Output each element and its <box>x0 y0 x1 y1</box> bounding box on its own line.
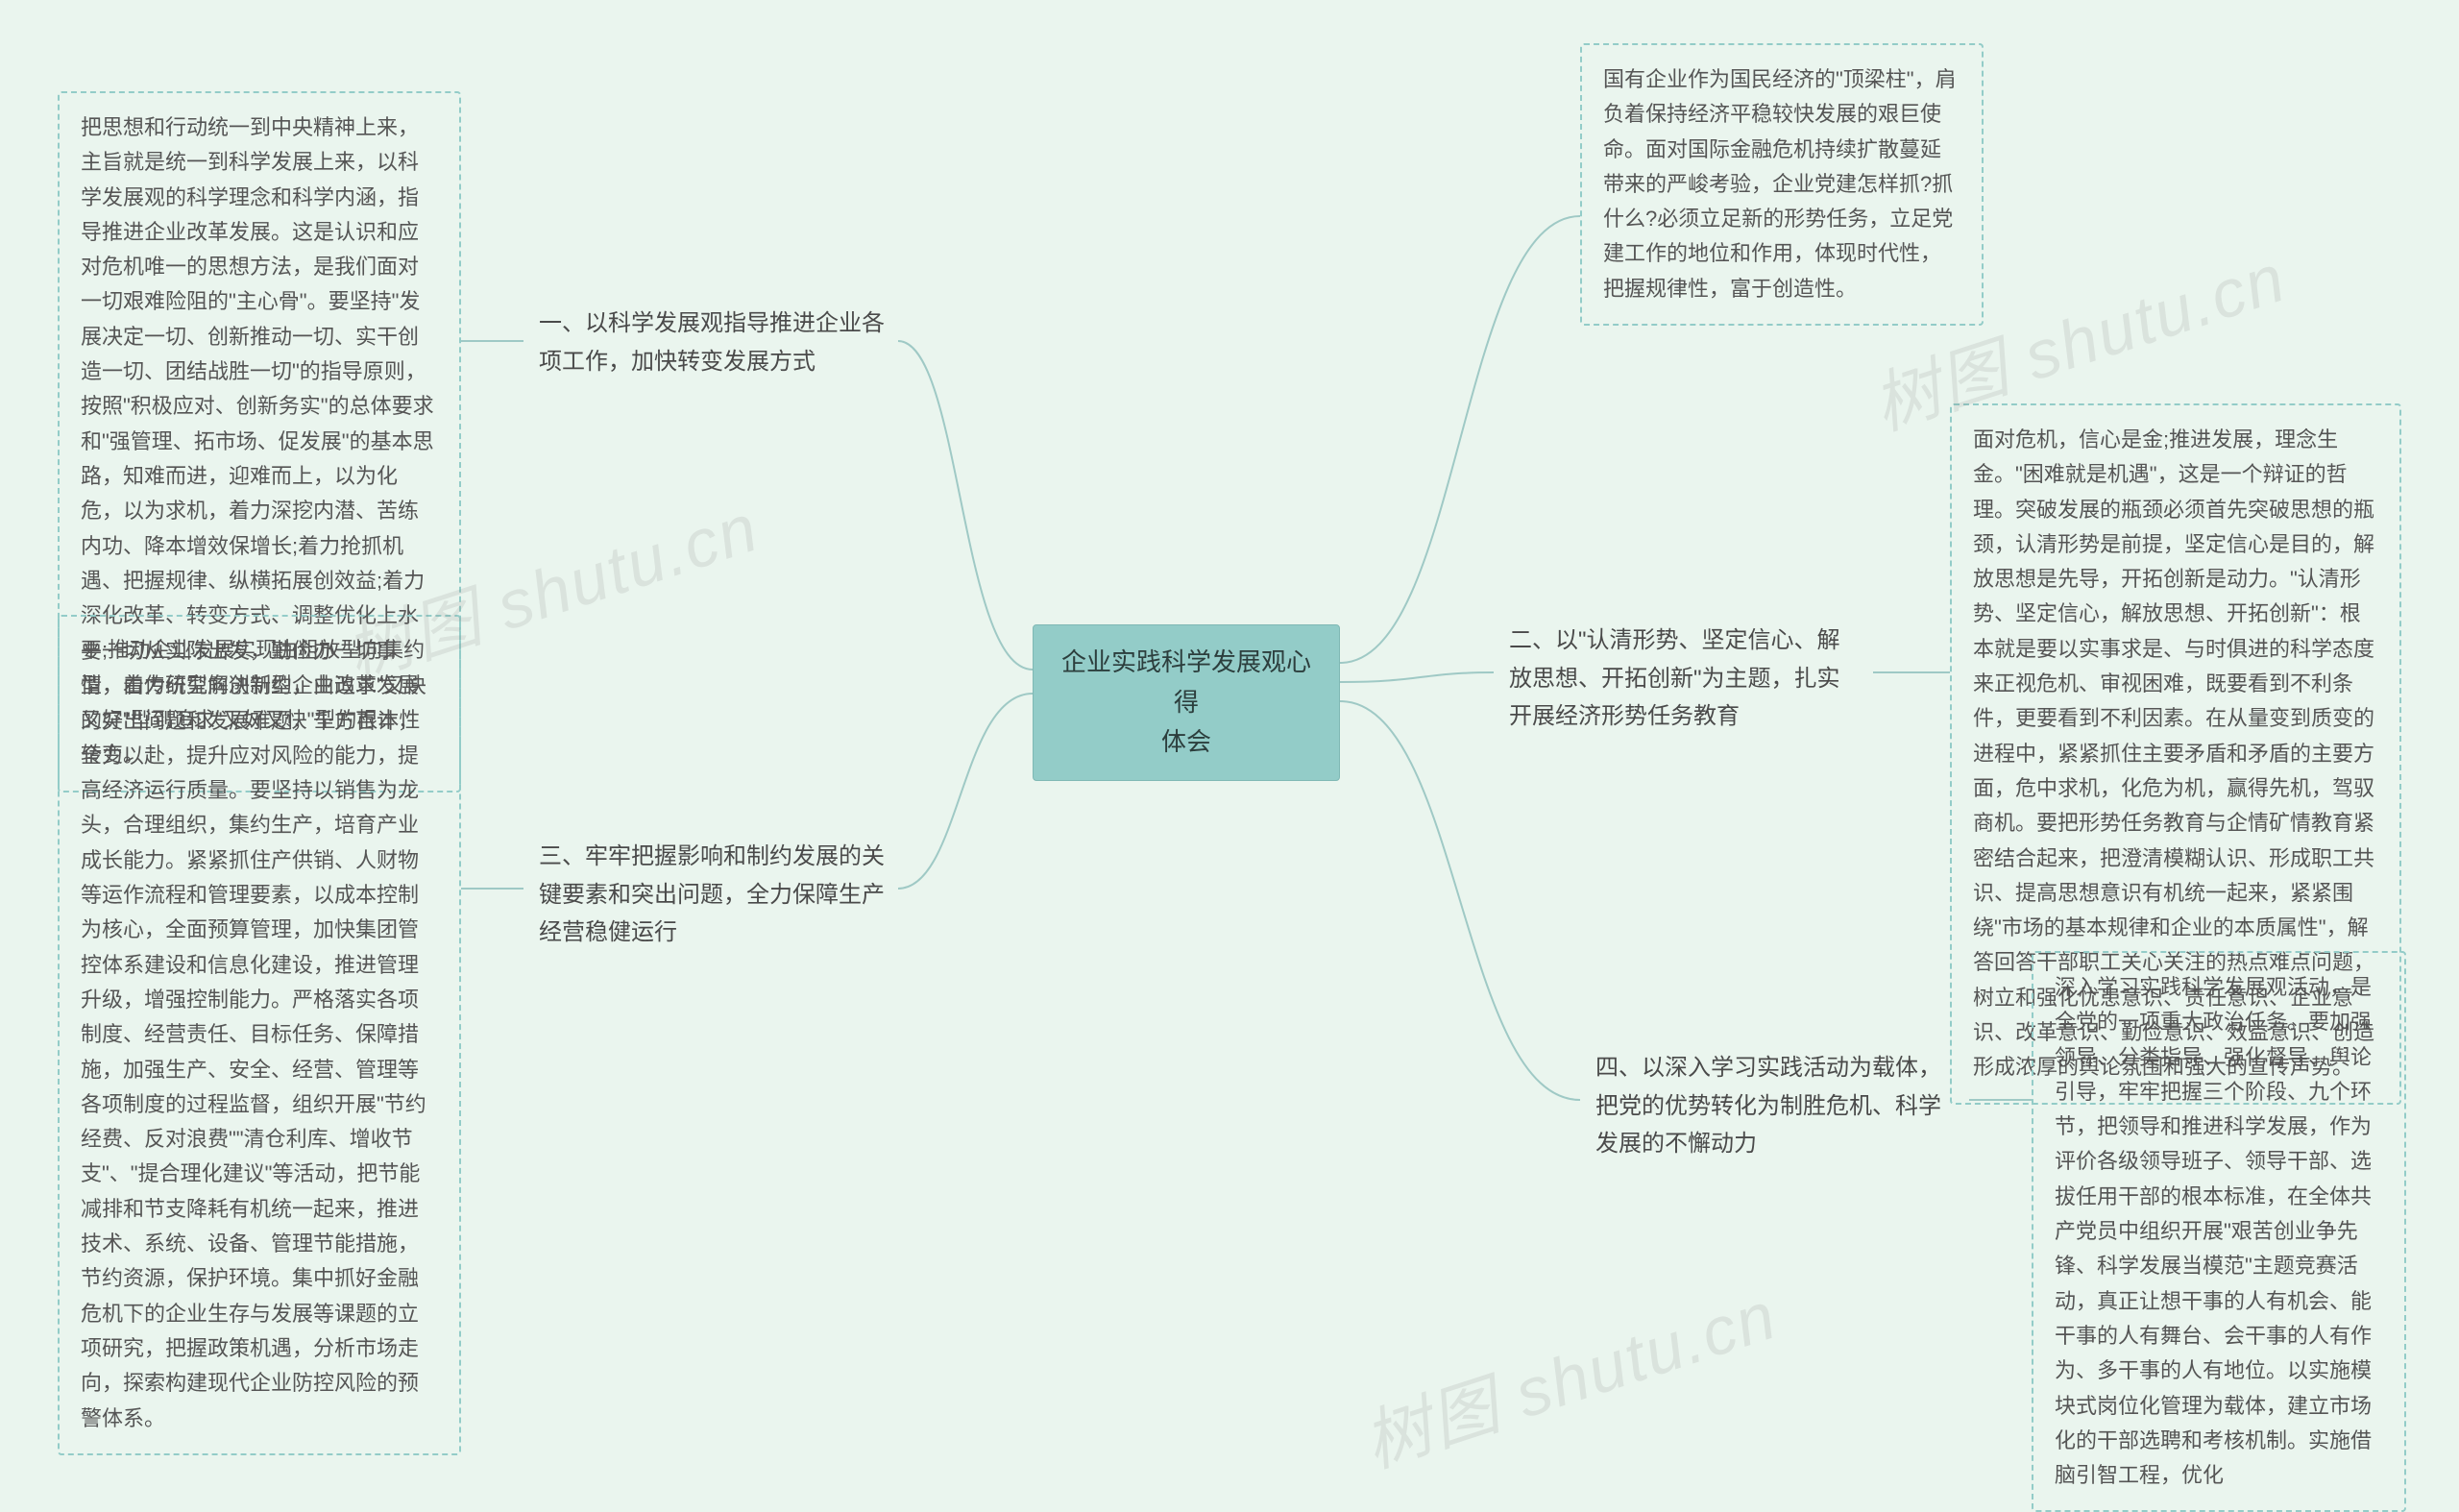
branch-left-3: 三、牢牢把握影响和制约发展的关键要素和突出问题，全力保障生产经营稳健运行 <box>523 826 903 963</box>
branch-left-1: 一、以科学发展观指导推进企业各项工作，加快转变发展方式 <box>523 293 903 392</box>
mindmap-canvas: 企业实践科学发展观心得 体会 一、以科学发展观指导推进企业各项工作，加快转变发展… <box>0 0 2459 1350</box>
detail-left-3: 要一切从实际出发，勤俭办一切事情，着力研究解决制约企业改革发展的突出问题和发展难… <box>58 615 461 1455</box>
detail-right-4-text: 深入学习实践科学发展观活动，是全党的一项重大政治任务。要加强领导、分类指导、强化… <box>2055 975 2372 1487</box>
branch-right-2-label: 二、以"认清形势、坚定信心、解放思想、开拓创新"为主题，扎实开展经济形势任务教育 <box>1509 627 1840 729</box>
branch-left-1-label: 一、以科学发展观指导推进企业各项工作，加快转变发展方式 <box>539 310 885 375</box>
branch-left-3-label: 三、牢牢把握影响和制约发展的关键要素和突出问题，全力保障生产经营稳健运行 <box>539 843 885 945</box>
branch-right-4-label: 四、以深入学习实践活动为载体，把党的优势转化为制胜危机、科学发展的不懈动力 <box>1595 1055 1941 1157</box>
center-title-line1: 企业实践科学发展观心得 <box>1061 647 1311 717</box>
branch-right-2: 二、以"认清形势、坚定信心、解放思想、开拓创新"为主题，扎实开展经济形势任务教育 <box>1494 610 1873 747</box>
center-title-line2: 体会 <box>1161 727 1211 756</box>
detail-right-4: 深入学习实践科学发展观活动，是全党的一项重大政治任务。要加强领导、分类指导、强化… <box>2032 951 2406 1512</box>
branch-right-4: 四、以深入学习实践活动为载体，把党的优势转化为制胜危机、科学发展的不懈动力 <box>1580 1037 1969 1175</box>
detail-right-top-text: 国有企业作为国民经济的"顶梁柱"，肩负着保持经济平稳较快发展的艰巨使命。面对国际… <box>1603 67 1957 301</box>
detail-right-top: 国有企业作为国民经济的"顶梁柱"，肩负着保持经济平稳较快发展的艰巨使命。面对国际… <box>1580 43 1984 326</box>
center-node: 企业实践科学发展观心得 体会 <box>1033 624 1340 781</box>
watermark: 树图 shutu.cn <box>1350 1262 1787 1487</box>
detail-left-3-text: 要一切从实际出发，勤俭办一切事情，着力研究解决制约企业改革发展的突出问题和发展难… <box>81 639 426 1430</box>
